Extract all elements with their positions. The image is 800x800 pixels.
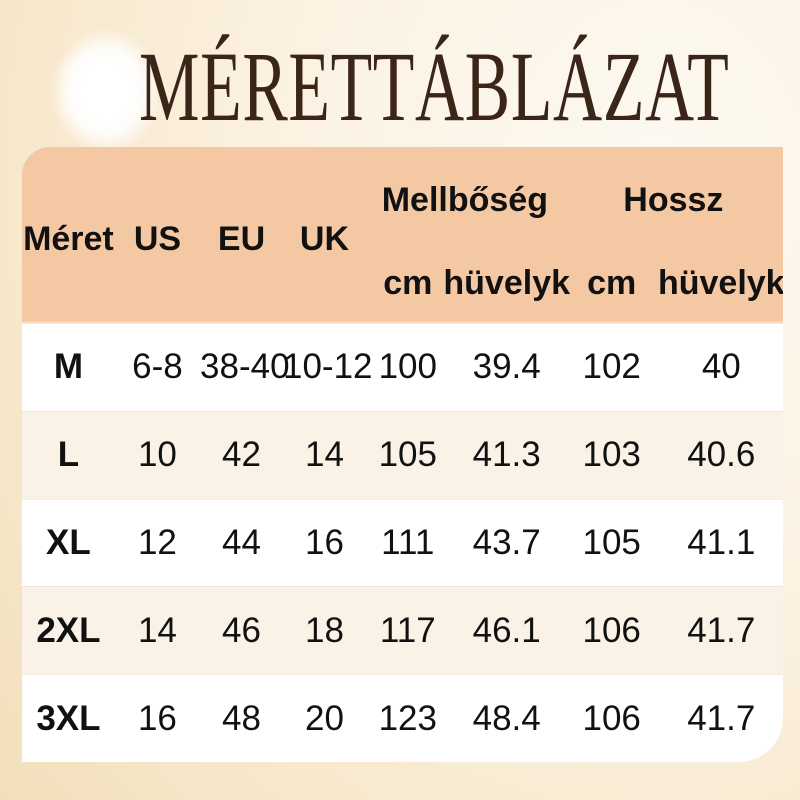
value-cell: 100 (378, 347, 437, 387)
value-cell: 16 (137, 698, 177, 738)
value-cell: 106 (582, 610, 641, 650)
value-cell: 44 (222, 522, 261, 562)
value-cell: 111 (381, 522, 435, 562)
value-cell: 41.1 (687, 522, 756, 562)
value-cell: 40.6 (687, 435, 756, 475)
value-cell: 102 (582, 347, 641, 387)
value-cell: 14 (304, 435, 344, 475)
page-title-text: MÉRETTÁBLÁZAT (138, 31, 730, 142)
page-title: MÉRETTÁBLÁZAT (0, 37, 800, 137)
size-cell: XL (46, 522, 91, 562)
size-cell: L (57, 435, 80, 475)
value-cell: 12 (137, 522, 177, 562)
value-cell: 16 (304, 522, 344, 562)
header-cell-meret: Méret (23, 219, 114, 258)
value-cell: 48 (222, 698, 261, 738)
value-cell: 40 (701, 347, 741, 387)
table-row: 3XL 16 48 20 123 48.4 106 41.7 (22, 674, 783, 762)
header-group-hossz: Hossz (623, 180, 724, 219)
header-group-mellboseg: Mellbőség (381, 180, 548, 219)
value-cell: 20 (304, 698, 344, 738)
table-row: 2XL 14 46 18 117 46.1 106 41.7 (22, 586, 783, 675)
value-cell: 48.4 (472, 698, 541, 738)
value-cell: 123 (378, 698, 437, 738)
value-cell: 39.4 (472, 347, 541, 387)
header-unit-length-cm: cm (587, 263, 637, 302)
table-header: Méret US EU UK Mellbőség Hossz cm hüvely… (22, 147, 783, 323)
size-cell: M (53, 347, 83, 387)
size-cell: 3XL (36, 698, 101, 738)
table-row: M 6-8 38-40 10-12 100 39.4 102 40 (22, 323, 783, 411)
size-cell: 2XL (36, 610, 101, 650)
value-cell: 41.3 (472, 435, 541, 475)
value-cell: 18 (304, 610, 344, 650)
value-cell: 6-8 (132, 347, 183, 387)
value-cell: 14 (137, 610, 177, 650)
header-cell-us: US (133, 219, 182, 258)
value-cell: 10 (137, 435, 177, 475)
header-unit-bust-cm: cm (383, 263, 433, 302)
header-unit-bust-in: hüvelyk (443, 263, 571, 302)
value-cell: 41.7 (687, 610, 756, 650)
header-cell-uk: UK (299, 219, 349, 258)
size-table: Méret US EU UK Mellbőség Hossz cm hüvely… (22, 147, 783, 762)
value-cell: 41.7 (687, 698, 756, 738)
value-cell: 10-12 (282, 347, 373, 387)
value-cell: 46.1 (472, 610, 541, 650)
value-cell: 43.7 (472, 522, 541, 562)
value-cell: 106 (582, 698, 641, 738)
table-row: XL 12 44 16 111 43.7 105 41.1 (22, 498, 783, 587)
value-cell: 103 (582, 435, 641, 475)
value-cell: 46 (222, 610, 261, 650)
value-cell: 42 (222, 435, 261, 475)
value-cell: 105 (378, 435, 437, 475)
header-unit-length-in: hüvelyk (657, 263, 783, 302)
value-cell: 38-40 (200, 347, 290, 387)
table-row: L 10 42 14 105 41.3 103 40.6 (22, 410, 783, 499)
header-cell-eu: EU (217, 219, 266, 258)
bokeh-glow (50, 28, 162, 154)
value-cell: 105 (582, 522, 641, 562)
value-cell: 117 (379, 610, 436, 650)
